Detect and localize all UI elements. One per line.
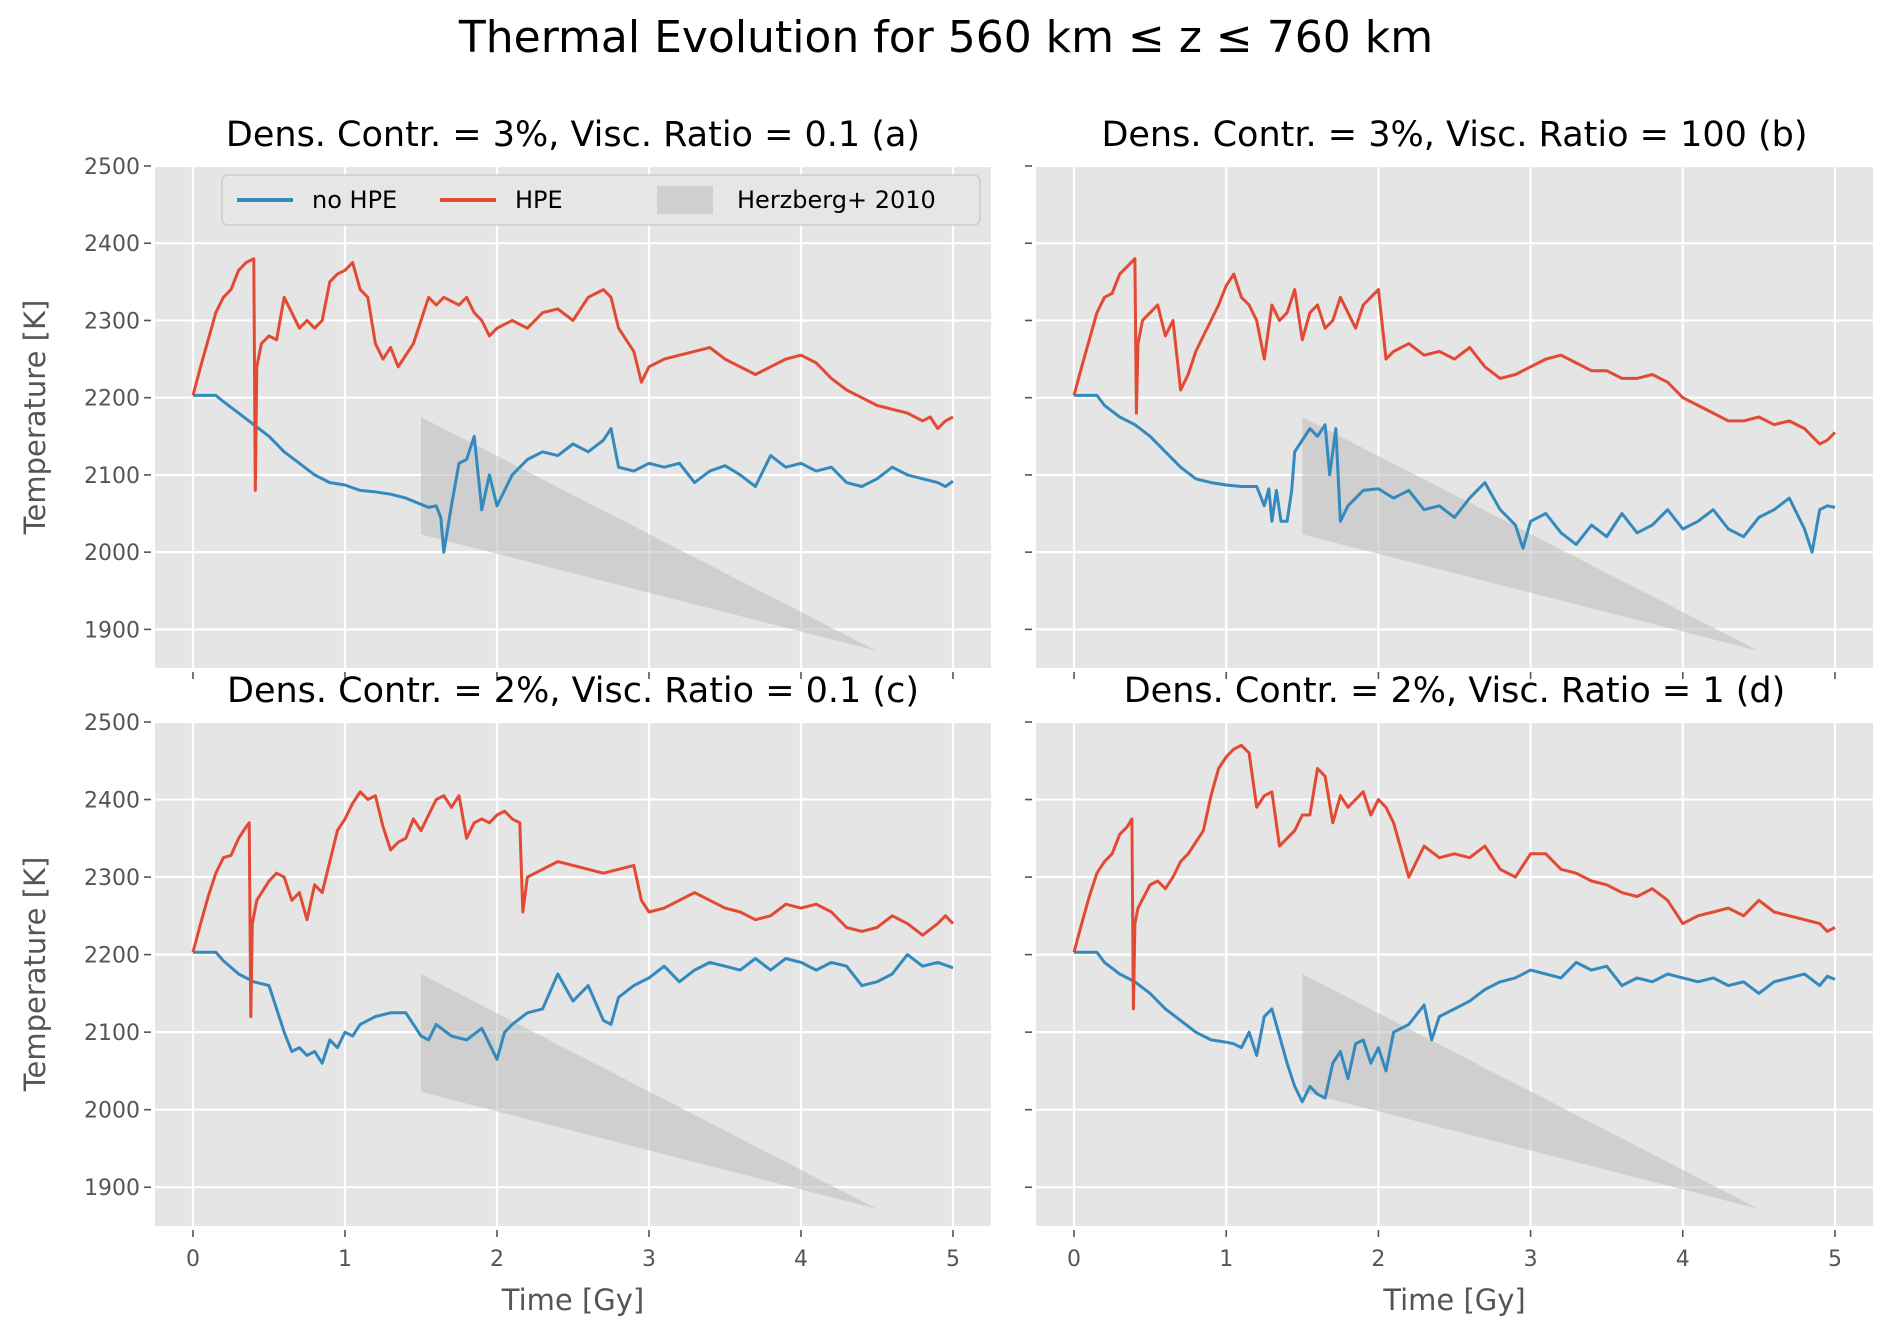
legend-label: HPE (515, 186, 563, 214)
series-line-no-hpe (1074, 950, 1836, 1104)
x-tick-label: 5 (1828, 1247, 1842, 1272)
series-line-no-hpe (193, 393, 954, 554)
panel-title: Dens. Contr. = 3%, Visc. Ratio = 100 (b) (1101, 115, 1807, 155)
panel-title: Dens. Contr. = 2%, Visc. Ratio = 1 (d) (1124, 671, 1786, 711)
legend-swatch-herzberg (657, 186, 713, 214)
y-axis-label: Temperature [K] (18, 300, 52, 536)
panel-d: 0 1 2 3 4 5 Dens. Contr. = 2%, Visc. Ratio = 1… (1025, 671, 1873, 1317)
plot-area (155, 722, 991, 1226)
x-tick-label: 1 (338, 1247, 352, 1272)
plot-area (1036, 166, 1873, 668)
herzberg-band (421, 417, 877, 652)
y-tick-label: 1900 (84, 1176, 140, 1201)
x-tick-label: 4 (1676, 1247, 1690, 1272)
legend-label: no HPE (312, 186, 397, 214)
x-tick-label: 3 (642, 1247, 656, 1272)
y-tick-label: 2400 (84, 789, 140, 814)
y-tick-label: 2000 (84, 541, 140, 566)
x-tick-label: 0 (1067, 1247, 1081, 1272)
legend: no HPE HPE Herzberg+ 2010 (221, 174, 981, 226)
y-tick-label: 2200 (84, 387, 140, 412)
herzberg-band (421, 974, 877, 1209)
x-tick-label: 0 (186, 1247, 200, 1272)
y-tick-label: 2100 (84, 1021, 140, 1046)
figure-suptitle: Thermal Evolution for 560 km ≤ z ≤ 760 k… (458, 12, 1434, 63)
panel-a: 1900 2000 2100 2200 2300 2400 2500 Dens. Contr.… (18, 115, 991, 679)
panel-title: Dens. Contr. = 3%, Visc. Ratio = 0.1 (a) (226, 115, 920, 155)
x-tick-label: 3 (1524, 1247, 1538, 1272)
y-tick-label: 2500 (84, 155, 140, 180)
y-tick-label: 1900 (84, 618, 140, 643)
x-tick-label: 4 (794, 1247, 808, 1272)
series-line-no-hpe (1074, 393, 1836, 554)
y-tick-label: 2200 (84, 944, 140, 969)
x-axis-label: Time [Gy] (1382, 1283, 1525, 1317)
panel-title: Dens. Contr. = 2%, Visc. Ratio = 0.1 (c) (227, 671, 919, 711)
plot-area (1036, 722, 1873, 1226)
legend-label: Herzberg+ 2010 (737, 186, 936, 214)
x-tick-label: 2 (1371, 1247, 1385, 1272)
plot-area (155, 166, 991, 668)
series-line-no-hpe (193, 950, 954, 1065)
series-line-hpe (191, 790, 955, 1019)
x-tick-label: 5 (946, 1247, 960, 1272)
y-tick-label: 2400 (84, 232, 140, 257)
y-tick-label: 2500 (84, 711, 140, 736)
series-line-hpe (1072, 743, 1836, 1011)
herzberg-band (1302, 974, 1759, 1209)
x-tick-label: 1 (1219, 1247, 1233, 1272)
y-tick-label: 2300 (84, 309, 140, 334)
herzberg-band (1302, 417, 1759, 652)
y-tick-label: 2100 (84, 464, 140, 489)
y-tick-label: 2300 (84, 866, 140, 891)
x-axis-label: Time [Gy] (501, 1283, 644, 1317)
series-line-hpe (1072, 257, 1837, 446)
y-axis-label: Temperature [K] (18, 857, 52, 1093)
series-line-hpe (191, 257, 954, 492)
y-tick-label: 2000 (84, 1099, 140, 1124)
panel-c: 0 1 2 3 4 5 1900 2000 2100 2200 2300 2400 2500 Dens. … (18, 671, 991, 1317)
legend-frame (221, 174, 981, 226)
panel-b: Dens. Contr. = 3%, Visc. Ratio = 100 (b) (1025, 115, 1873, 679)
x-tick-label: 2 (490, 1247, 504, 1272)
